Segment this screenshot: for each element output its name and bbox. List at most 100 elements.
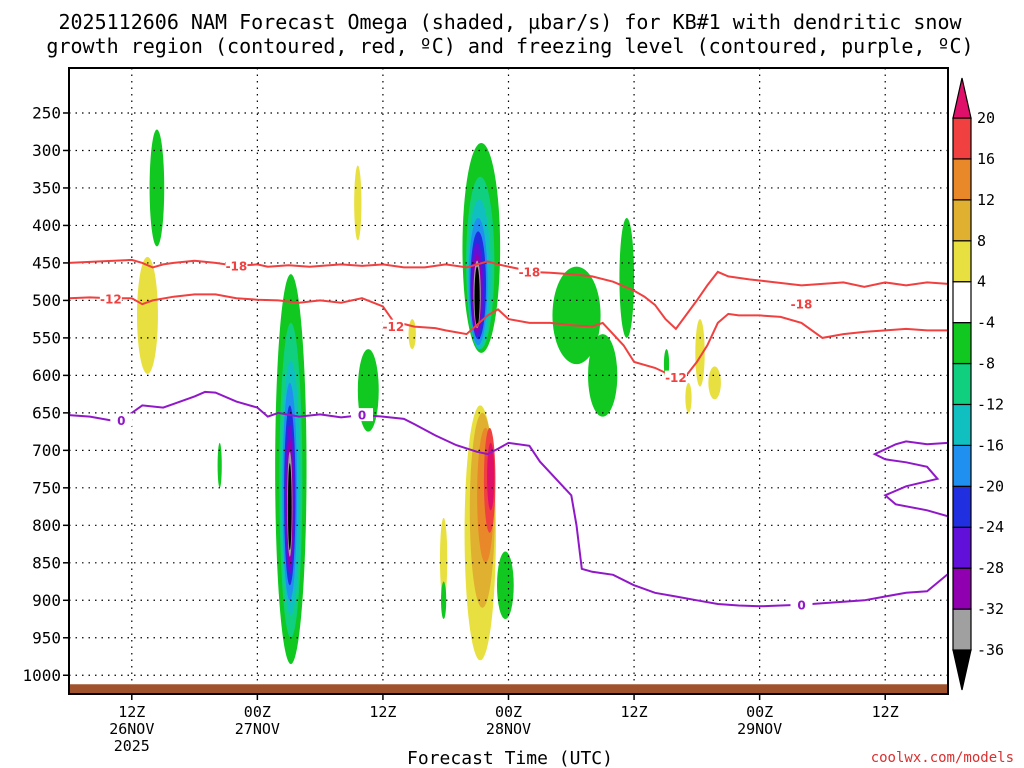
chart-title-line2: growth region (contoured, red, ºC) and f…: [46, 34, 973, 58]
plot-content: -18 -18 -18 -12 -12 -12 0 0 0: [69, 68, 948, 694]
contour-label--18: -18: [791, 298, 813, 312]
omega-region--8: [496, 551, 514, 620]
colorbar-label: -36: [977, 641, 1004, 659]
y-tick-label: 350: [32, 178, 61, 197]
y-tick-label: 300: [32, 141, 61, 160]
colorbar-box: [952, 567, 972, 610]
colorbar-label: -32: [977, 600, 1004, 618]
contour-label-bg: [790, 597, 813, 611]
colorbar-box: [952, 199, 972, 242]
y-tick-label: 850: [32, 553, 61, 572]
y-tick-label: 1000: [22, 666, 61, 685]
contour-label--18: -18: [519, 265, 541, 279]
colorbar-box: [952, 158, 972, 201]
contour-label-0: 0: [358, 409, 366, 423]
colorbar-label: 16: [977, 150, 995, 168]
y-tick-label: 900: [32, 591, 61, 610]
y-tick-label: 450: [32, 253, 61, 272]
omega-region--8: [552, 266, 601, 365]
contour--12: [69, 293, 948, 379]
contour-label--12: -12: [100, 292, 122, 306]
colorbar-arrow-bottom: [952, 649, 972, 691]
x-tick-label: 26NOV: [109, 720, 154, 738]
colorbar-box: [952, 485, 972, 528]
terrain: [69, 684, 948, 694]
x-tick-label: 00Z: [244, 703, 271, 721]
omega-region-4: [708, 366, 721, 400]
omega-region-<-36: [474, 266, 480, 327]
colorbar-label: 4: [977, 273, 986, 291]
colorbar-box: [952, 322, 972, 365]
y-tick-label: 600: [32, 366, 61, 385]
contour-label-bg: [225, 258, 248, 272]
contour-label--12: -12: [383, 320, 405, 334]
contour-label-0: 0: [117, 414, 125, 428]
credit-link[interactable]: coolwx.com/models: [871, 750, 1014, 766]
omega-region-4: [137, 256, 158, 374]
x-tick-label: 12Z: [369, 703, 396, 721]
colorbar-box: [952, 362, 972, 406]
contour-label-bg: [664, 370, 687, 384]
contour-0: [69, 390, 948, 608]
x-tick-label: 28NOV: [486, 720, 531, 738]
x-tick-label: 2025: [114, 737, 150, 755]
contour-label-bg: [351, 408, 373, 422]
x-tick-label: 12Z: [872, 703, 899, 721]
plot-area: -18 -18 -18 -12 -12 -12 0 0 0: [68, 67, 949, 695]
x-tick-label: 12Z: [118, 703, 145, 721]
x-axis-title: Forecast Time (UTC): [407, 748, 613, 768]
colorbar-label: 8: [977, 232, 986, 250]
x-tick-label: 12Z: [621, 703, 648, 721]
x-tick-label: 27NOV: [235, 720, 280, 738]
omega-region-4: [695, 319, 705, 387]
colorbar-label: -4: [977, 314, 995, 332]
contour-label-bg: [790, 297, 813, 311]
contour-label--12: -12: [665, 371, 687, 385]
y-tick-label: 800: [32, 516, 61, 535]
contour-label-bg: [518, 264, 541, 278]
chart-title-line1: 2025112606 NAM Forecast Omega (shaded, µ…: [58, 10, 962, 34]
omega-region--8: [619, 217, 635, 338]
contour-label--18: -18: [226, 259, 248, 273]
colorbar-label: -8: [977, 355, 995, 373]
colorbar-label: -12: [977, 395, 1004, 413]
colorbar-box: [952, 117, 972, 160]
colorbar-box: [952, 403, 972, 446]
contour-label-0: 0: [797, 598, 805, 612]
x-tick-label: 00Z: [746, 703, 773, 721]
colorbar-box: [952, 281, 972, 324]
x-tick-label: 29NOV: [737, 720, 782, 738]
y-tick-label: 550: [32, 328, 61, 347]
omega-region--8: [217, 442, 222, 488]
y-tick-label: 250: [32, 103, 61, 122]
colorbar-label: -28: [977, 559, 1004, 577]
y-tick-label: 500: [32, 291, 61, 310]
y-tick-label: 950: [32, 628, 61, 647]
colorbar-arrow-top: [952, 77, 972, 119]
contour-0-loop: [872, 440, 948, 518]
colorbar-box: [952, 526, 972, 569]
colorbar-box: [952, 444, 972, 487]
omega-region-20: [487, 442, 495, 511]
contour-label-bg: [110, 413, 133, 427]
omega-region-4: [685, 382, 692, 413]
omega-region-4: [439, 517, 448, 601]
colorbar-label: 20: [977, 109, 995, 127]
y-axis: 250 300 350 400 450 500 550 600 650 700 750 800 850 9…: [22, 103, 69, 685]
colorbar-label: -20: [977, 477, 1004, 495]
y-tick-label: 650: [32, 403, 61, 422]
colorbar-label: -16: [977, 436, 1004, 454]
y-tick-label: 750: [32, 478, 61, 497]
x-tick-label: 00Z: [495, 703, 522, 721]
colorbar: -36 -32 -28 -24 -20 -16 -12 -8 -4 4 8 12 16 20: [952, 77, 1004, 691]
contour-label-bg: [99, 291, 122, 305]
omega-region--8: [149, 129, 165, 247]
colorbar-label: 12: [977, 191, 995, 209]
omega-region-4: [408, 319, 416, 350]
colorbar-box: [952, 608, 972, 651]
y-tick-label: 700: [32, 441, 61, 460]
omega-region--8: [441, 581, 447, 620]
omega-region-<-36: [287, 463, 292, 551]
